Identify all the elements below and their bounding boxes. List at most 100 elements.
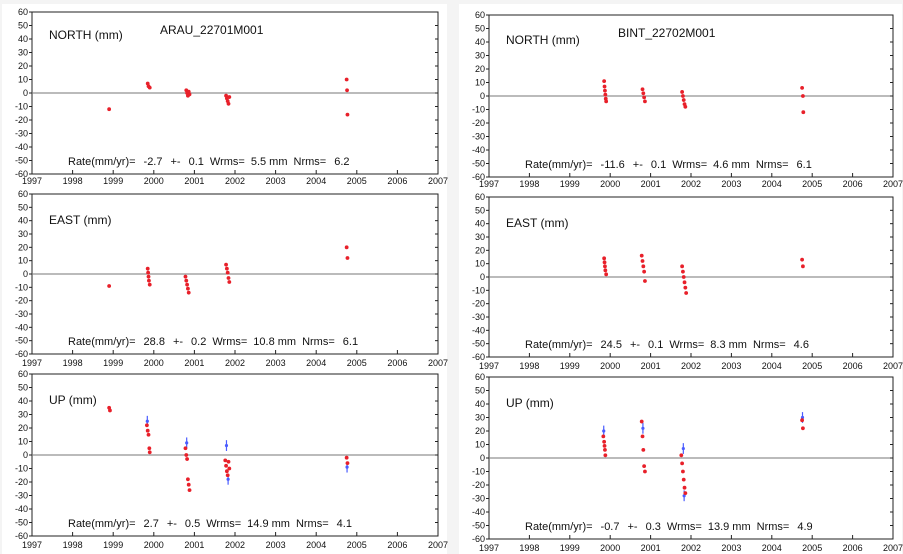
data-point — [345, 256, 350, 260]
wrms-value: 8.3 mm — [710, 339, 747, 351]
component-label: EAST (mm) — [506, 216, 568, 230]
data-point — [683, 104, 688, 109]
data-point — [186, 477, 190, 482]
x-tick-label: 1998 — [519, 179, 539, 189]
y-tick-label: 0 — [480, 272, 485, 282]
y-tick-label: 50 — [18, 202, 28, 212]
x-tick-label: 2000 — [600, 543, 620, 553]
x-tick-label: 1999 — [560, 361, 580, 371]
data-point — [226, 101, 231, 106]
data-point — [345, 461, 350, 465]
x-tick-label: 1997 — [22, 358, 42, 368]
x-tick-label: 2004 — [762, 543, 782, 553]
component-label: NORTH (mm) — [506, 33, 580, 47]
wrms-label: Wrms= — [212, 336, 247, 348]
data-point — [602, 260, 607, 265]
wrms-value: 13.9 mm — [708, 521, 751, 533]
y-tick-label: 60 — [18, 369, 28, 379]
nrms-label: Nrms= — [753, 339, 786, 351]
data-point — [145, 428, 150, 433]
data-point — [185, 282, 189, 287]
y-tick-label: -40 — [15, 142, 28, 152]
data-point — [604, 272, 609, 277]
data-point — [225, 473, 230, 478]
x-tick-label: 1998 — [519, 361, 539, 371]
data-point — [147, 282, 152, 287]
data-point — [344, 77, 349, 82]
data-point — [345, 112, 350, 117]
x-tick-label: 2007 — [428, 358, 448, 368]
x-tick-label: 2005 — [802, 361, 822, 371]
data-point — [602, 79, 607, 84]
plus-minus: +- — [171, 156, 181, 168]
y-tick-label: 40 — [18, 34, 28, 44]
x-tick-label: 1999 — [560, 179, 580, 189]
x-tick-label: 1998 — [519, 543, 539, 553]
x-tick-label: 2005 — [347, 176, 367, 186]
data-point — [602, 443, 607, 448]
data-point — [187, 488, 192, 492]
rate-stats: Rate(mm/yr)= 28.8 +- 0.2 Wrms= 10.8 mm Nrms= 6.… — [68, 336, 358, 348]
data-point — [107, 107, 112, 112]
data-point — [681, 275, 686, 279]
nrms-value: 4.6 — [794, 339, 809, 351]
data-point — [603, 88, 607, 93]
data-point — [801, 264, 805, 269]
x-tick-label: 2001 — [184, 176, 204, 186]
station-title: BINT_22702M001 — [618, 26, 716, 40]
rate-sigma: 0.5 — [185, 518, 200, 530]
y-tick-label: -20 — [472, 299, 485, 309]
wrms-label: Wrms= — [210, 156, 245, 168]
x-tick-label: 2000 — [144, 540, 164, 550]
x-tick-label: 2003 — [266, 540, 286, 550]
y-tick-label: 50 — [475, 386, 485, 396]
y-tick-label: -30 — [472, 312, 485, 322]
y-tick-label: 10 — [475, 78, 485, 88]
y-tick-label: -60 — [472, 172, 485, 182]
y-tick-label: -30 — [15, 129, 28, 139]
y-tick-label: -20 — [15, 477, 28, 487]
data-point — [187, 92, 192, 97]
component-label: EAST (mm) — [49, 213, 111, 227]
y-tick-label: -20 — [472, 118, 485, 128]
data-point — [226, 459, 231, 464]
rate-label: Rate(mm/yr)= — [525, 159, 593, 171]
data-point — [641, 448, 646, 452]
x-tick-label: 2003 — [721, 543, 741, 553]
x-tick-label: 2003 — [721, 361, 741, 371]
data-point — [683, 285, 688, 290]
nrms-label: Nrms= — [757, 521, 790, 533]
y-tick-label: 30 — [18, 229, 28, 239]
x-tick-label: 2001 — [184, 540, 204, 550]
rate-label: Rate(mm/yr)= — [68, 156, 136, 168]
error-point — [226, 477, 230, 481]
nrms-value: 6.2 — [334, 156, 349, 168]
data-point — [801, 426, 805, 431]
data-point — [640, 87, 645, 92]
data-point — [186, 482, 191, 487]
data-point — [640, 434, 645, 439]
wrms-value: 5.5 mm — [251, 156, 288, 168]
data-point — [800, 86, 804, 90]
y-tick-label: -60 — [15, 349, 28, 359]
y-tick-label: -10 — [472, 285, 485, 295]
x-tick-label: 1997 — [479, 361, 499, 371]
y-tick-label: -30 — [472, 132, 485, 142]
nrms-label: Nrms= — [302, 336, 335, 348]
y-tick-label: -50 — [472, 339, 485, 349]
rate-sigma: 0.1 — [648, 339, 663, 351]
y-tick-label: 0 — [480, 453, 485, 463]
data-point — [146, 274, 151, 279]
x-tick-label: 2002 — [225, 540, 245, 550]
data-point — [146, 270, 151, 275]
plus-minus: +- — [167, 518, 177, 530]
y-tick-label: -10 — [15, 102, 28, 112]
y-tick-label: 30 — [18, 48, 28, 58]
rate-sigma: 0.3 — [646, 521, 661, 533]
data-point — [682, 485, 687, 490]
x-tick-label: 2000 — [600, 361, 620, 371]
wrms-value: 4.6 mm — [713, 159, 750, 171]
data-point — [603, 448, 607, 452]
